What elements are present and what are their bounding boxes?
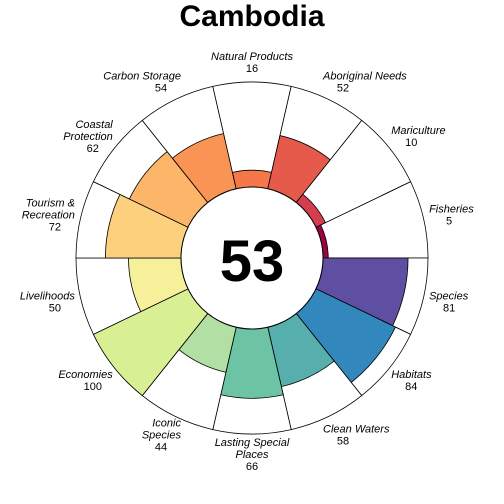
goal-label-aboriginal-needs: Aboriginal Needs bbox=[322, 70, 407, 82]
goal-score-aboriginal-needs: 52 bbox=[337, 82, 349, 94]
center-hole bbox=[180, 186, 324, 330]
goal-label-coastal-protection: Coastal bbox=[75, 119, 113, 131]
goal-score-economies: 100 bbox=[84, 381, 102, 393]
goal-label-iconic-species: Iconic bbox=[152, 418, 181, 430]
center-score: 53 bbox=[220, 229, 285, 294]
goal-score-habitats: 84 bbox=[405, 381, 417, 393]
goal-label-lasting-special-places: Lasting Special bbox=[215, 437, 290, 449]
goal-label-carbon-storage: Carbon Storage bbox=[103, 70, 181, 82]
goal-score-clean-waters: 58 bbox=[337, 436, 349, 448]
petals bbox=[75, 81, 429, 435]
goal-score-species: 81 bbox=[443, 303, 455, 315]
goal-label-mariculture: Mariculture bbox=[391, 125, 445, 137]
goal-score-carbon-storage: 54 bbox=[155, 82, 167, 94]
petal-natural-products bbox=[231, 169, 273, 190]
goal-label-livelihoods: Livelihoods bbox=[20, 291, 76, 303]
goal-label-lasting-special-places: Places bbox=[235, 449, 269, 461]
goal-label-habitats: Habitats bbox=[391, 369, 432, 381]
goal-label-tourism-recreation: Recreation bbox=[22, 209, 75, 221]
goal-score-natural-products: 16 bbox=[246, 63, 258, 75]
goal-label-species: Species bbox=[429, 291, 469, 303]
goal-label-fisheries: Fisheries bbox=[429, 203, 474, 215]
goal-label-economies: Economies bbox=[58, 369, 113, 381]
goal-score-iconic-species: 44 bbox=[155, 442, 167, 454]
goal-score-lasting-special-places: 66 bbox=[246, 461, 258, 473]
chart-title: Cambodia bbox=[179, 0, 325, 33]
goal-label-tourism-recreation: Tourism & bbox=[26, 197, 75, 209]
goal-score-livelihoods: 50 bbox=[49, 303, 61, 315]
goal-label-natural-products: Natural Products bbox=[211, 51, 293, 63]
goal-score-fisheries: 5 bbox=[446, 215, 452, 227]
goal-score-mariculture: 10 bbox=[405, 137, 417, 149]
goal-score-tourism-recreation: 72 bbox=[49, 221, 61, 233]
goal-label-clean-waters: Clean Waters bbox=[323, 424, 390, 436]
goal-label-coastal-protection: Protection bbox=[63, 131, 113, 143]
goal-score-coastal-protection: 62 bbox=[87, 143, 99, 155]
goal-label-iconic-species: Species bbox=[142, 430, 182, 442]
